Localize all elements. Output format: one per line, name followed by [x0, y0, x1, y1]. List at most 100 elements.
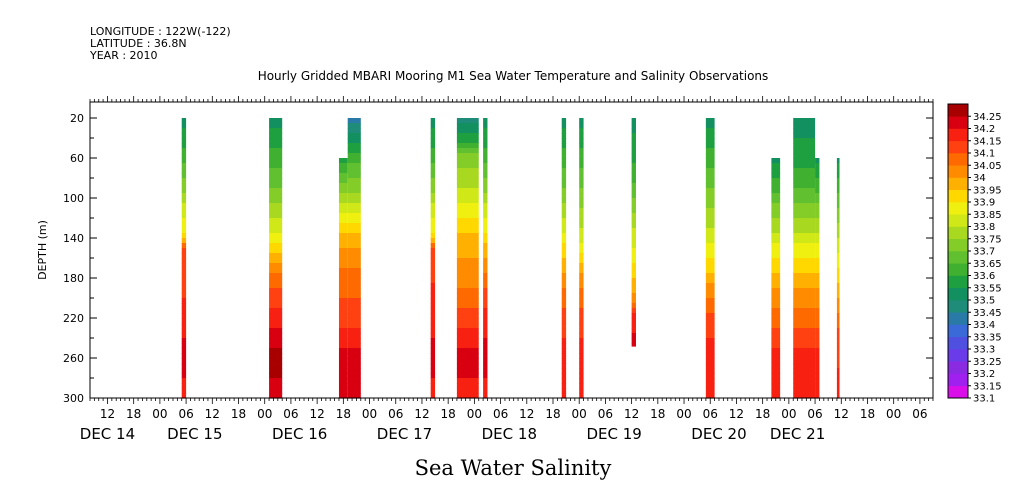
salinity-cell: [836, 368, 840, 374]
salinity-cell: [836, 188, 840, 194]
salinity-cell: [705, 388, 715, 394]
salinity-cell: [771, 373, 781, 379]
salinity-cell: [430, 193, 436, 199]
salinity-cell: [456, 133, 479, 139]
salinity-cell: [836, 378, 840, 384]
salinity-cell: [579, 218, 584, 224]
salinity-cell: [771, 293, 781, 299]
salinity-cell: [793, 253, 816, 259]
legend-label: 33.6: [973, 271, 995, 282]
salinity-cell: [347, 273, 361, 279]
salinity-cell: [815, 278, 820, 284]
salinity-cell: [483, 278, 488, 284]
salinity-cell: [771, 188, 781, 194]
salinity-cell: [347, 268, 361, 274]
salinity-cell: [269, 208, 283, 214]
salinity-cell: [836, 388, 840, 394]
x-hour-label: 12: [309, 407, 324, 421]
salinity-cell: [579, 123, 584, 129]
salinity-cell: [269, 253, 283, 259]
legend-label: 33.25: [973, 357, 1002, 368]
salinity-cell: [579, 143, 584, 149]
salinity-cell: [430, 153, 436, 159]
x-hour-label: 18: [231, 407, 246, 421]
salinity-cell: [430, 268, 436, 274]
salinity-cell: [430, 158, 436, 164]
salinity-cell: [430, 218, 436, 224]
salinity-cell: [181, 258, 187, 264]
salinity-cell: [771, 283, 781, 289]
salinity-cell: [347, 338, 361, 344]
salinity-cell: [269, 213, 283, 219]
x-hour-label: 00: [886, 407, 901, 421]
salinity-cell: [338, 203, 348, 209]
x-hour-label: 12: [205, 407, 220, 421]
salinity-cell: [561, 348, 567, 354]
salinity-cell: [579, 318, 584, 324]
salinity-cell: [347, 138, 361, 144]
salinity-cell: [181, 373, 187, 379]
salinity-cell: [181, 388, 187, 394]
salinity-cell: [181, 248, 187, 254]
salinity-cell: [338, 198, 348, 204]
salinity-cell: [579, 308, 584, 314]
salinity-cell: [815, 353, 820, 359]
legend-swatch: [948, 312, 968, 325]
x-hour-label: 18: [336, 407, 351, 421]
salinity-cell: [347, 183, 361, 189]
salinity-cell: [631, 288, 636, 294]
salinity-cell: [815, 368, 820, 374]
salinity-cell: [793, 318, 816, 324]
salinity-cell: [579, 273, 584, 279]
salinity-cell: [456, 203, 479, 209]
salinity-cell: [836, 273, 840, 279]
salinity-column: [338, 158, 348, 399]
salinity-cell: [430, 133, 436, 139]
salinity-cell: [771, 383, 781, 389]
salinity-cell: [181, 138, 187, 144]
salinity-cell: [561, 168, 567, 174]
salinity-cell: [836, 223, 840, 229]
salinity-cell: [705, 338, 715, 344]
salinity-cell: [631, 228, 636, 234]
salinity-cell: [561, 148, 567, 154]
salinity-cell: [483, 158, 488, 164]
salinity-cell: [338, 248, 348, 254]
salinity-cell: [347, 123, 361, 129]
salinity-cell: [456, 238, 479, 244]
salinity-cell: [430, 308, 436, 314]
salinity-cell: [836, 203, 840, 209]
legend-label: 33.15: [973, 381, 1002, 392]
salinity-cell: [456, 393, 479, 399]
salinity-cell: [269, 153, 283, 159]
legend-swatch: [948, 165, 968, 178]
salinity-cell: [705, 293, 715, 299]
salinity-cell: [181, 168, 187, 174]
salinity-cell: [483, 313, 488, 319]
salinity-cell: [561, 178, 567, 184]
salinity-cell: [815, 263, 820, 269]
salinity-cell: [483, 173, 488, 179]
x-date-label: DEC 14: [80, 425, 135, 443]
salinity-cell: [181, 233, 187, 239]
salinity-cell: [793, 263, 816, 269]
x-hour-label: 00: [467, 407, 482, 421]
salinity-cell: [561, 343, 567, 349]
salinity-cell: [430, 198, 436, 204]
salinity-cell: [456, 363, 479, 369]
legend-swatch: [948, 361, 968, 374]
salinity-cell: [338, 318, 348, 324]
salinity-cell: [347, 173, 361, 179]
salinity-cell: [793, 268, 816, 274]
salinity-cell: [338, 378, 348, 384]
salinity-cell: [815, 373, 820, 379]
salinity-cell: [705, 383, 715, 389]
salinity-cell: [181, 148, 187, 154]
salinity-cell: [338, 188, 348, 194]
salinity-cell: [181, 253, 187, 259]
salinity-cell: [771, 268, 781, 274]
salinity-cell: [579, 283, 584, 289]
salinity-cell: [338, 383, 348, 389]
salinity-cell: [456, 288, 479, 294]
y-tick-label: 180: [63, 272, 84, 285]
